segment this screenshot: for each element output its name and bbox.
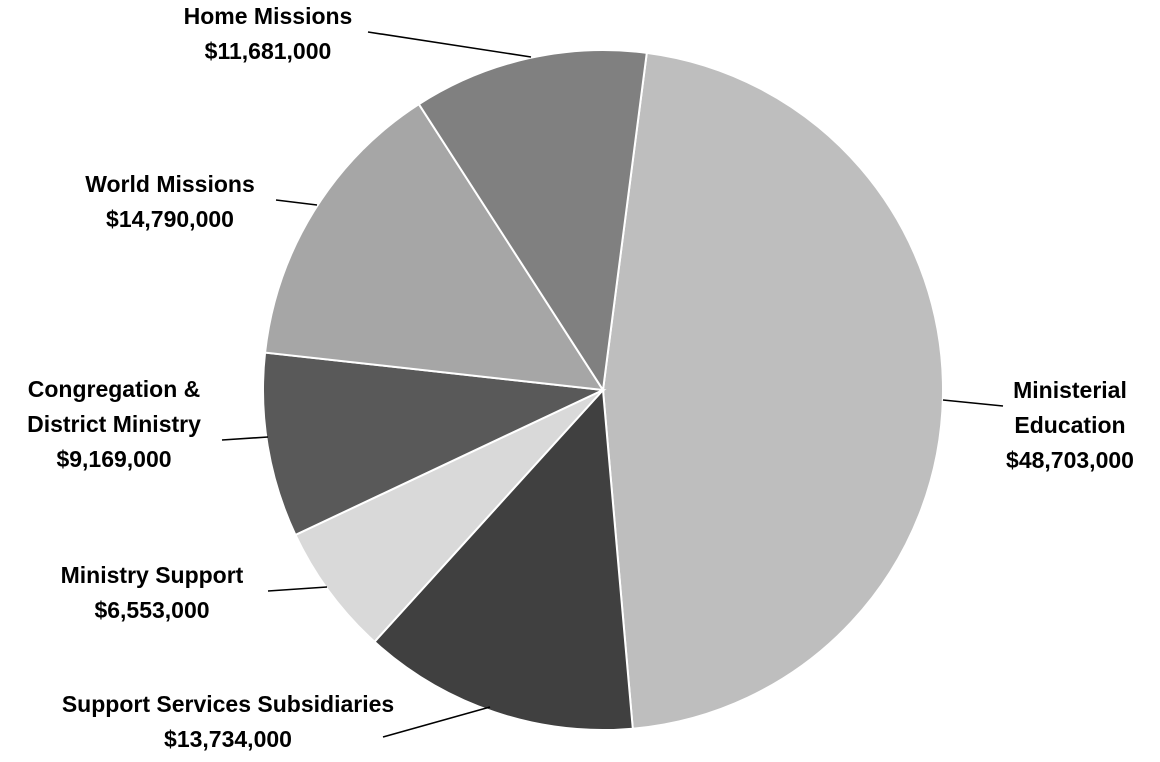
leader-line-home-missions (367, 31, 532, 58)
leader-line-ministry-support (267, 586, 328, 592)
slice-name-label: Ministry Support (61, 562, 244, 588)
slice-value-label: $48,703,000 (1006, 447, 1134, 473)
slice-name-label: World Missions (85, 171, 255, 197)
pie-slice-congregation-and-district-ministry (262, 351, 607, 537)
slice-name-label: Ministerial (1013, 377, 1127, 403)
slice-value-label: $11,681,000 (205, 38, 332, 64)
pie-slices (262, 49, 945, 731)
slice-value-label: $9,169,000 (56, 446, 171, 472)
slice-label-home-missions: Home Missions $11,681,000 (184, 3, 353, 64)
slice-name-label: District Ministry (27, 411, 201, 437)
slice-name-label: Home Missions (184, 3, 353, 29)
slice-value-label: $14,790,000 (106, 206, 234, 232)
leader-lines (221, 31, 1004, 738)
pie-slice-ministry-support (294, 389, 604, 644)
slice-value-label: $6,553,000 (94, 597, 209, 623)
slice-value-label: $13,734,000 (164, 726, 292, 752)
pie-slice-home-missions (417, 49, 648, 393)
slice-label-world-missions: World Missions $14,790,000 (85, 171, 255, 232)
slice-label-ministry-support: Ministry Support $6,553,000 (61, 562, 244, 623)
slice-name-label: Education (1014, 412, 1125, 438)
slice-label-ministerial-education: Ministerial Education $48,703,000 (1006, 377, 1134, 473)
pie-slice-support-services-subsidiaries (373, 387, 634, 731)
slice-name-label: Support Services Subsidiaries (62, 691, 394, 717)
pie-slice-ministerial-education (601, 51, 945, 730)
pie-slice-world-missions (263, 102, 605, 392)
slice-label-support-services-subsidiaries: Support Services Subsidiaries $13,734,000 (62, 691, 394, 752)
leader-line-ministerial-education (942, 399, 1004, 407)
leader-line-world-missions (275, 199, 318, 206)
slice-labels: Ministerial Education $48,703,000 Support S… (27, 3, 1134, 752)
slice-label-congregation-and-district-ministry: Congregation & District Ministry $9,169,00… (27, 376, 201, 472)
leader-line-congregation-and-district-ministry (221, 436, 269, 441)
slice-name-label: Congregation & (28, 376, 201, 402)
leader-line-support-services-subsidiaries (382, 706, 491, 738)
